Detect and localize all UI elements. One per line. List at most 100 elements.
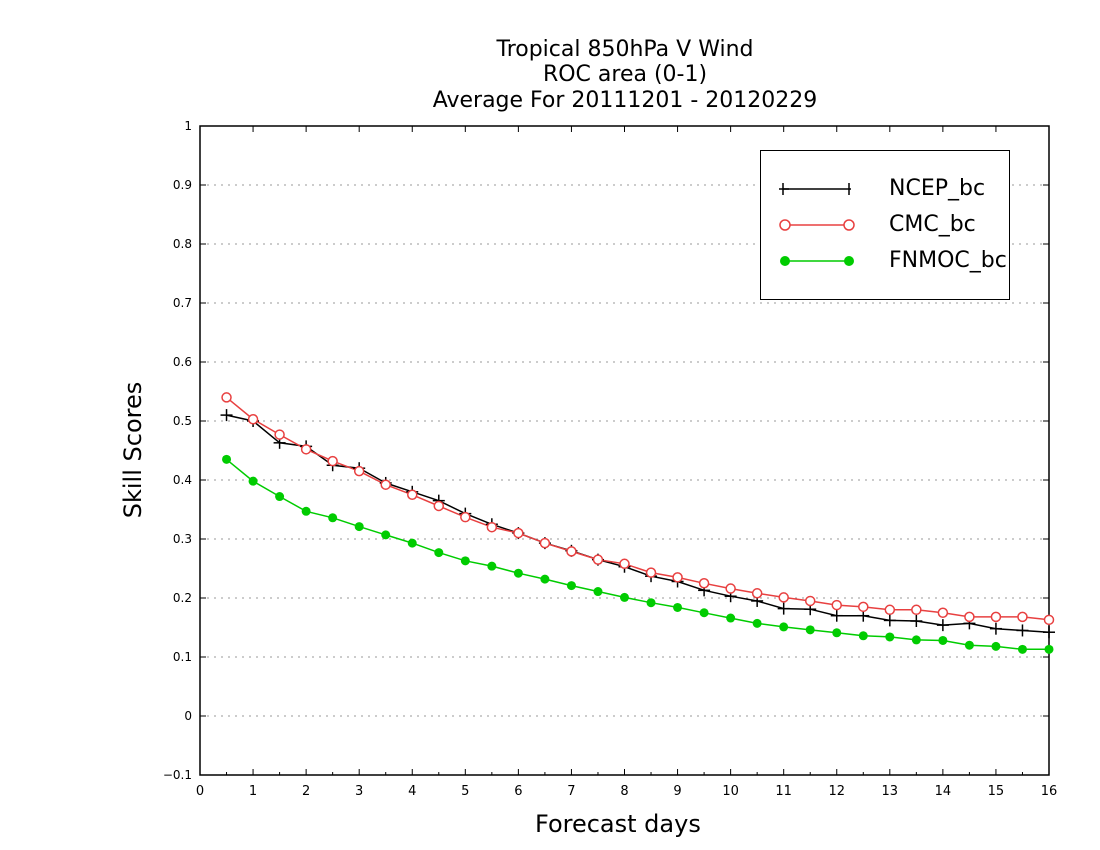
fnmoc-bc-point (885, 632, 895, 642)
fnmoc-bc-point (699, 608, 709, 618)
fnmoc-bc-point (832, 628, 842, 638)
y-tick-label: 0.3 (173, 532, 192, 546)
y-tick-label: −0.1 (163, 768, 192, 782)
cmc-bc-point (619, 558, 630, 570)
x-tick-label: 1 (249, 784, 257, 799)
fnmoc-bc-point (275, 492, 285, 502)
legend-label-cmc: CMC_bc (889, 212, 976, 237)
x-tick-label: 12 (828, 784, 845, 799)
ncep-bc-point (1043, 626, 1055, 639)
ncep-bc-point (830, 609, 843, 622)
x-axis-label: Forecast days (535, 810, 701, 838)
cmc-bc-point (353, 465, 365, 477)
x-tick-label: 9 (673, 784, 681, 799)
x-tick-label: 6 (514, 784, 522, 799)
cmc-bc-point (645, 567, 657, 578)
y-tick-label: 0.9 (173, 178, 192, 192)
ncep-bc-point (220, 409, 233, 422)
cmc-bc-point (672, 572, 683, 583)
y-axis-label: Skill Scores (119, 381, 147, 519)
fnmoc-bc-point (328, 513, 338, 523)
series-line-fnmoc-bc (226, 458, 1049, 651)
cmc-bc-point (327, 455, 338, 467)
x-tick-label: 7 (567, 784, 575, 799)
fnmoc-bc-point (434, 548, 444, 558)
cmc-bc-point (433, 500, 445, 512)
fnmoc-bc-point (991, 641, 1001, 651)
ncep-bc-point (1016, 624, 1029, 637)
x-tick-label: 2 (302, 784, 310, 799)
cmc-bc-point (751, 588, 763, 599)
x-tick-label: 16 (1041, 784, 1058, 799)
legend-label-ncep: NCEP_bc (889, 176, 986, 201)
y-tick-label: 1 (184, 119, 192, 133)
cmc-bc-point (513, 527, 524, 539)
cmc-bc-point (460, 511, 471, 523)
legend: NCEP_bc CMC_bc FNMOC_bc (760, 150, 1010, 300)
fnmoc-bc-point (540, 574, 550, 584)
x-tick-label: 8 (620, 784, 628, 799)
fnmoc-bc-point (646, 598, 656, 608)
chart-title-line-1: Tropical 850hPa V Wind (496, 37, 754, 62)
cmc-bc-point (566, 546, 577, 557)
fnmoc-bc-point (593, 587, 603, 597)
fnmoc-bc-point (805, 625, 815, 635)
x-tick-label: 15 (988, 784, 1005, 799)
ncep-bc-point (910, 615, 923, 628)
legend-item-fnmoc: FNMOC_bc (779, 247, 1009, 277)
x-tick-label: 0 (196, 784, 204, 799)
cmc-bc-point (778, 592, 789, 603)
fnmoc-legend-swatch (780, 256, 854, 266)
cmc-bc-point (990, 611, 1002, 623)
fnmoc-bc-point (858, 631, 868, 641)
x-tick-label: 3 (355, 784, 363, 799)
x-tick-label: 4 (408, 784, 416, 799)
chart-title-line-2: ROC area (0-1) (542, 62, 708, 87)
cmc-bc-point (911, 604, 922, 616)
cmc-bc-point (831, 599, 842, 611)
fnmoc-bc-point (964, 640, 974, 650)
cmc-bc-point (407, 489, 418, 500)
cmc-bc-point (964, 611, 975, 623)
x-tick-label: 11 (775, 784, 792, 799)
ncep-bc-point (936, 619, 949, 632)
fnmoc-bc-point (673, 602, 683, 612)
series-line-cmc-bc (226, 396, 1050, 621)
fnmoc-bc-point (354, 522, 364, 532)
fnmoc-bc-point (248, 476, 258, 486)
x-tick-label: 10 (722, 784, 739, 799)
cmc-bc-point (592, 554, 604, 565)
legend-item-ncep: NCEP_bc (779, 175, 1009, 205)
y-tick-label: 0.5 (173, 414, 192, 428)
fnmoc-bc-point (938, 635, 948, 645)
y-tick-label: 0.2 (173, 591, 192, 605)
fnmoc-bc-point (222, 454, 232, 464)
cmc-bc-point (486, 521, 498, 533)
cmc-bc-point (539, 537, 551, 549)
cmc-bc-point (698, 578, 710, 589)
fnmoc-bc-point (620, 592, 629, 602)
chart-title-line-3: Average For 20111201 - 20120229 (432, 88, 818, 113)
legend-item-cmc: CMC_bc (779, 211, 1009, 241)
y-tick-label: 0.8 (173, 237, 192, 251)
fnmoc-bc-point (381, 530, 391, 540)
cmc-bc-point (884, 604, 896, 616)
fnmoc-bc-point (779, 622, 789, 632)
cmc-bc-point (221, 392, 232, 403)
ncep-bc-point (989, 622, 1002, 635)
fnmoc-bc-point (726, 613, 736, 623)
fnmoc-bc-point (407, 538, 417, 548)
x-tick-label: 14 (935, 784, 952, 799)
legend-label-fnmoc: FNMOC_bc (889, 248, 1007, 273)
cmc-bc-point (1017, 611, 1028, 623)
cmc-bc-point (300, 444, 312, 455)
plot-frame (199, 125, 1050, 776)
fnmoc-bc-point (1017, 644, 1027, 654)
x-tick-label: 13 (882, 784, 899, 799)
fnmoc-bc-point (487, 561, 497, 571)
y-tick-label: 0.1 (173, 650, 192, 664)
fnmoc-bc-point (513, 568, 523, 578)
cmc-bc-point (804, 595, 816, 607)
cmc-legend-swatch (779, 219, 855, 231)
